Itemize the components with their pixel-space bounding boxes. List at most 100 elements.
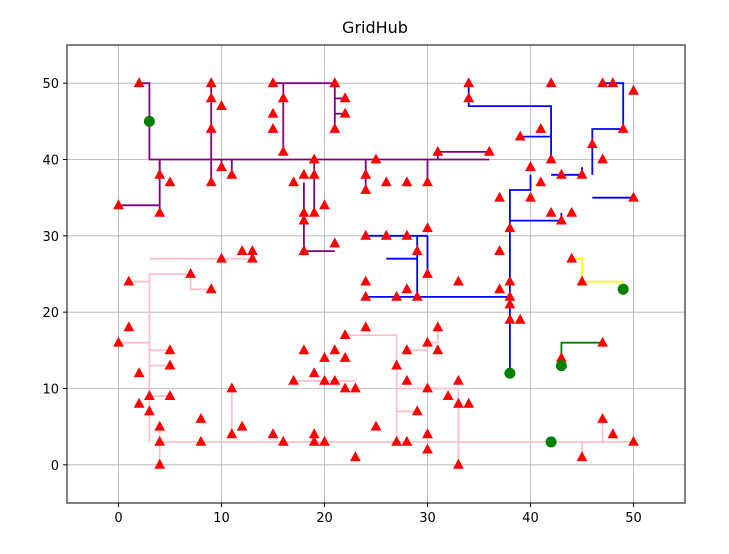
consumer-triangle-marker [308, 367, 320, 378]
consumer-triangle-marker [339, 382, 351, 393]
consumer-triangle-marker [154, 206, 166, 217]
consumer-triangle-marker [247, 245, 258, 255]
consumer-triangle-marker [226, 382, 238, 393]
consumer-triangle-marker [422, 336, 433, 347]
consumer-triangle-marker [329, 77, 341, 88]
consumer-triangle-marker [329, 237, 341, 248]
consumer-triangle-marker [504, 222, 516, 233]
consumer-triangle-marker [535, 176, 547, 187]
network-line-blue [508, 174, 532, 374]
consumer-triangle-marker [288, 176, 299, 187]
consumer-triangle-marker [628, 191, 639, 202]
consumer-triangle-marker [556, 352, 567, 362]
consumer-triangle-marker [267, 123, 279, 133]
y-tick-label: 30 [42, 230, 59, 245]
consumer-triangle-marker [339, 329, 351, 339]
consumer-triangle-marker [401, 229, 413, 240]
consumer-triangle-marker [195, 435, 207, 446]
consumer-triangle-marker [350, 451, 361, 462]
consumer-triangle-marker [277, 145, 289, 156]
consumer-triangle-marker [617, 123, 629, 133]
network-line-pink [149, 273, 212, 291]
consumer-triangle-marker [205, 123, 217, 133]
consumer-triangle-marker [422, 428, 433, 439]
consumer-triangle-marker [597, 336, 608, 347]
consumer-triangle-marker [205, 92, 217, 103]
consumer-triangle-marker [422, 443, 433, 454]
consumer-triangle-marker [380, 176, 392, 187]
consumer-triangle-marker [216, 161, 227, 171]
consumer-triangle-marker [607, 77, 619, 88]
consumer-triangle-marker [360, 275, 372, 286]
consumer-triangle-marker [185, 268, 196, 278]
consumer-triangle-marker [113, 336, 124, 347]
network-line-pink [427, 327, 439, 344]
consumer-triangle-marker [380, 229, 392, 240]
consumer-triangle-marker [277, 435, 289, 446]
consumer-triangle-marker [339, 92, 351, 103]
consumer-triangle-marker [144, 390, 155, 400]
x-tick-label: 20 [316, 511, 333, 526]
consumer-triangle-marker [216, 100, 227, 110]
consumer-triangle-marker [411, 290, 423, 301]
consumer-triangle-marker [597, 413, 608, 423]
consumer-triangle-marker [319, 374, 330, 385]
consumer-triangle-marker [360, 290, 372, 301]
consumer-triangle-marker [422, 222, 433, 233]
consumer-triangle-marker [226, 428, 238, 439]
consumer-triangle-marker [113, 199, 124, 210]
consumer-triangle-marker [308, 206, 320, 217]
consumer-triangle-marker [597, 77, 608, 88]
consumer-triangle-marker [154, 420, 166, 431]
consumer-triangle-marker [422, 176, 433, 187]
network-line-blue [591, 82, 625, 175]
consumer-triangle-marker [401, 344, 413, 355]
consumer-triangle-marker [494, 191, 505, 202]
consumer-triangle-marker [453, 275, 464, 286]
consumer-triangle-marker [350, 382, 361, 393]
consumer-triangle-marker [411, 245, 423, 255]
consumer-triangle-marker [483, 145, 495, 156]
consumer-triangle-marker [525, 191, 536, 202]
hub-circle-marker [555, 360, 567, 372]
consumer-triangle-marker [525, 161, 536, 171]
consumer-triangle-marker [504, 290, 516, 301]
consumer-triangle-marker [360, 229, 372, 240]
consumer-triangle-marker [504, 298, 516, 309]
chart-title: GridHub [342, 18, 408, 37]
consumer-triangle-marker [154, 458, 166, 469]
consumer-triangle-marker [195, 413, 207, 423]
consumer-triangle-marker [556, 214, 567, 225]
consumer-triangle-marker [545, 77, 557, 88]
consumer-triangle-marker [288, 374, 299, 385]
consumer-triangle-marker [329, 123, 341, 133]
hub-circle-marker [617, 283, 629, 295]
x-tick-label: 50 [625, 511, 642, 526]
consumer-triangle-marker [586, 138, 598, 149]
consumer-triangle-marker [267, 107, 279, 118]
network-line-purple [273, 82, 336, 129]
consumer-triangle-marker [463, 397, 475, 408]
consumer-triangle-marker [154, 168, 166, 179]
consumer-triangle-marker [267, 77, 279, 88]
consumer-triangle-marker [298, 245, 310, 255]
consumer-triangle-marker [308, 168, 320, 179]
consumer-triangle-marker [411, 405, 423, 416]
consumer-triangle-marker [453, 397, 464, 408]
consumer-triangle-marker [298, 344, 310, 355]
consumer-triangle-marker [422, 382, 433, 393]
consumer-triangle-marker [133, 397, 145, 408]
consumer-triangle-marker [236, 245, 248, 255]
consumer-triangle-marker [123, 321, 135, 332]
consumer-triangle-marker [164, 344, 176, 355]
consumer-triangle-marker [391, 435, 402, 446]
y-tick-label: 10 [42, 383, 59, 398]
consumer-triangle-marker [401, 283, 413, 294]
consumer-triangle-marker [597, 153, 608, 164]
consumer-triangle-marker [422, 268, 433, 278]
consumer-triangle-marker [360, 184, 372, 194]
hub-circle-marker [504, 367, 516, 379]
consumer-triangle-marker [391, 359, 402, 370]
network-line-blue [551, 167, 583, 176]
